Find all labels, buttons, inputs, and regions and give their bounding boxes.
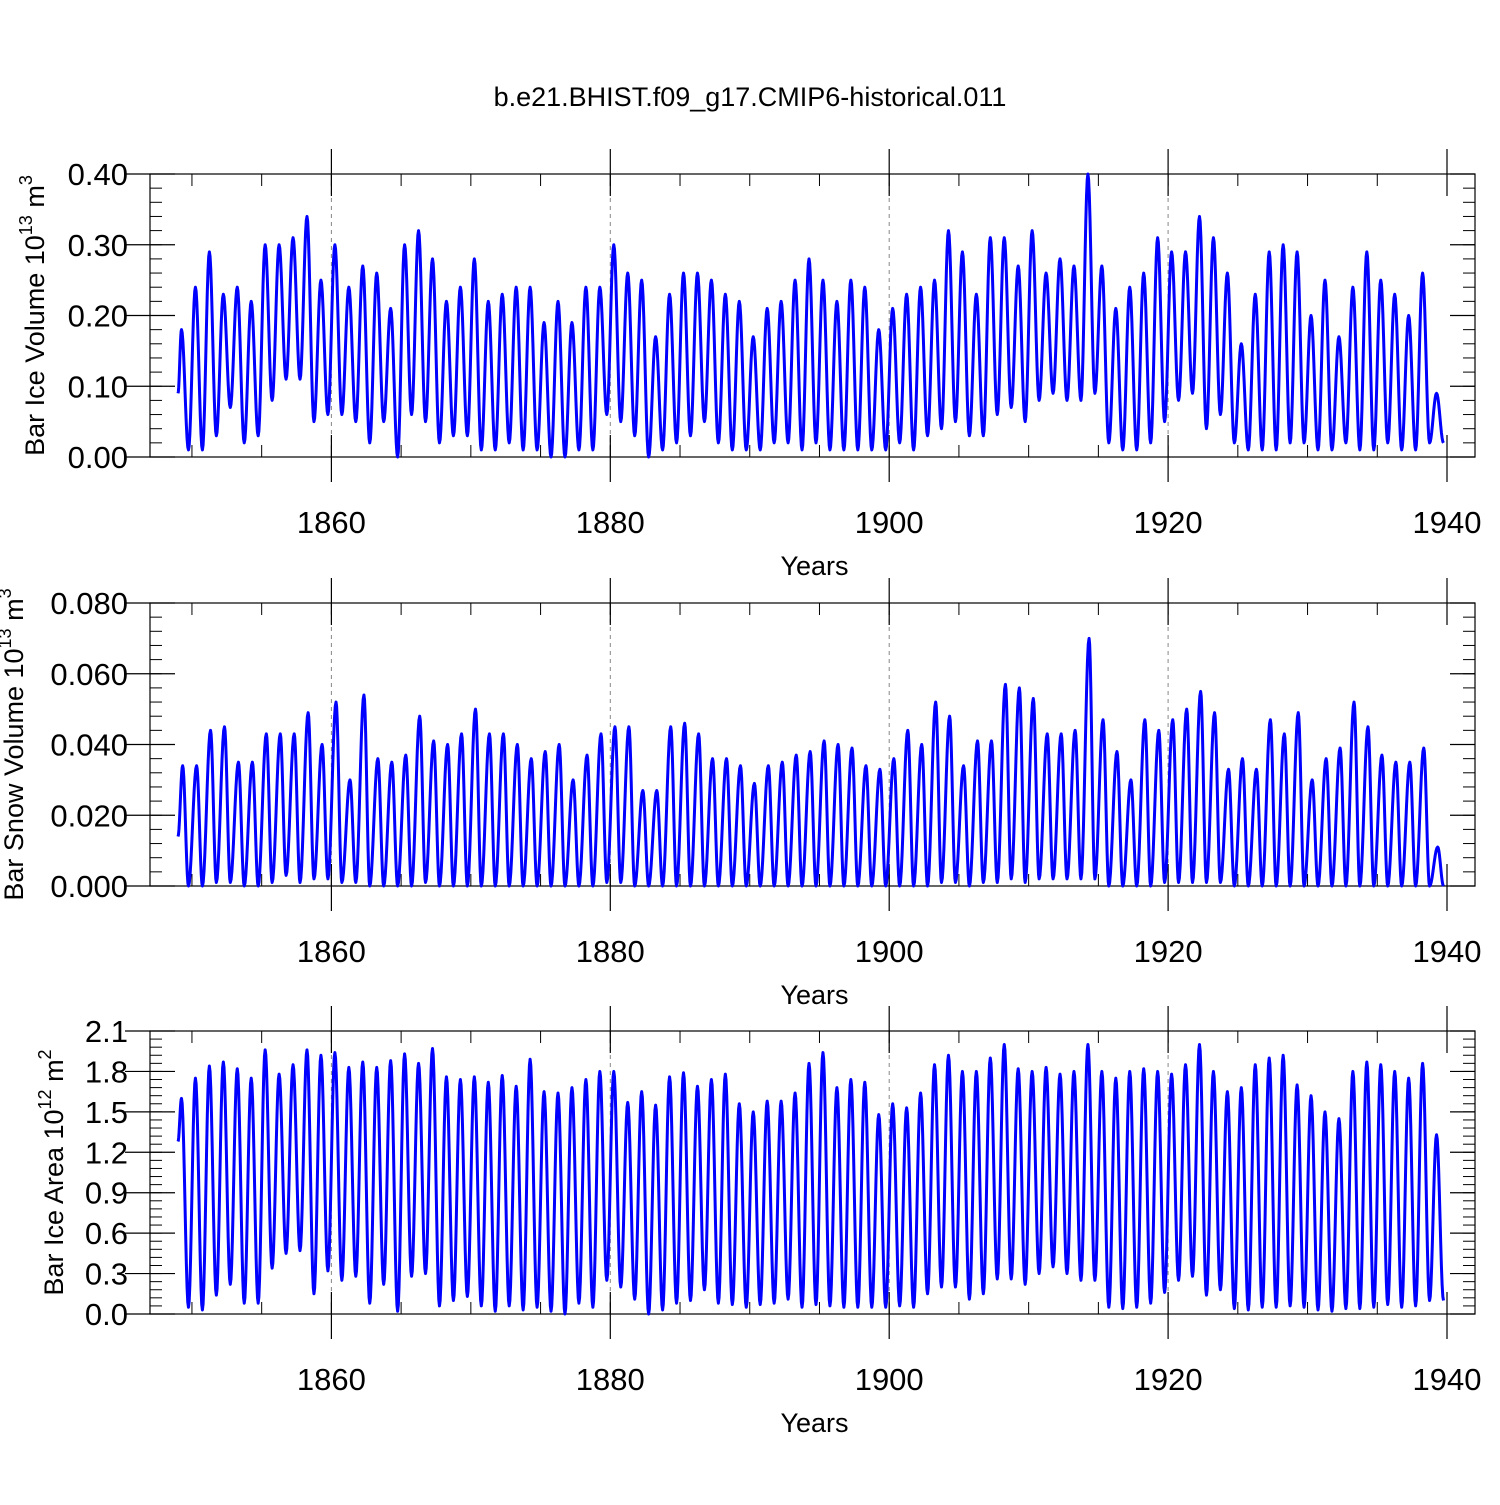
y-axis-label-exponent: 13 [0,628,15,648]
y-tick-label: 0.30 [68,228,128,263]
x-tick-label: 1880 [576,934,645,969]
y-axis-label: Bar Snow Volume 1013 m3 [0,588,29,900]
figure-title: b.e21.BHIST.f09_g17.CMIP6-historical.011 [493,82,1007,112]
x-tick-label: 1940 [1413,934,1482,969]
y-tick-label: 2.1 [85,1014,128,1049]
y-axis-label: Bar Ice Area 1012 m2 [35,1049,69,1295]
panel-2: 0.000 0.020 0.040 0.060 0.080 1860 1880 1900 192… [0,578,1481,1010]
y-tick-label: 0.9 [85,1176,128,1211]
x-tick-label: 1920 [1134,1362,1203,1397]
x-tick-label: 1940 [1413,1362,1482,1397]
y-axis-label-main: Bar Snow Volume 10 [0,648,29,900]
x-axis-label: Years [780,980,848,1010]
series-line-1-1 [176,172,1445,459]
y-axis-label-unit-exponent: 3 [16,175,36,185]
panel-3: 0.0 0.3 0.6 0.9 1.2 1.5 1.8 2.1 1860 1880 1900 1920… [35,1006,1481,1438]
y-tick-label: 1.5 [85,1095,128,1130]
plot-frame [149,1030,1476,1315]
y-axis-label-unit: m [0,598,29,628]
x-tick-label: 1920 [1134,505,1203,540]
x-tick-label: 1900 [855,1362,924,1397]
y-tick-label: 0.6 [85,1216,128,1251]
x-tick-label: 1860 [297,505,366,540]
x-axis-label: Years [780,1408,848,1438]
y-tick-label: 1.2 [85,1135,128,1170]
series-line-2-1 [176,636,1445,888]
y-tick-label: 0.00 [68,440,128,475]
y-tick-label: 0.060 [50,657,128,692]
series-line-3-1 [176,1042,1445,1316]
x-axis-label: Years [780,551,848,581]
y-tick-label: 0.0 [85,1297,128,1332]
y-axis-label-unit-exponent: 2 [35,1049,55,1059]
y-axis-label-main: Bar Ice Volume 10 [20,235,50,456]
x-tick-label: 1880 [576,1362,645,1397]
x-tick-label: 1900 [855,505,924,540]
y-tick-label: 0.3 [85,1257,128,1292]
plot-frame [149,173,1476,458]
x-tick-label: 1860 [297,1362,366,1397]
y-tick-label: 0.40 [68,157,128,192]
y-tick-label: 0.000 [50,869,128,904]
y-axis-label-unit-exponent: 3 [0,588,15,598]
y-axis-label: Bar Ice Volume 1013 m3 [16,175,50,456]
y-tick-label: 0.040 [50,728,128,763]
plot-frame [149,602,1476,887]
panel-1: 0.00 0.10 0.20 0.30 0.40 1860 1880 1900 1920 1940… [16,149,1481,581]
y-axis-label-unit: m [39,1059,69,1089]
y-tick-label: 0.10 [68,369,128,404]
y-axis-label-exponent: 13 [16,215,36,235]
y-tick-label: 0.020 [50,798,128,833]
y-axis-label-main: Bar Ice Area 10 [39,1109,69,1295]
y-axis-label-unit: m [20,185,50,215]
x-tick-label: 1880 [576,505,645,540]
y-tick-label: 1.8 [85,1054,128,1089]
x-tick-label: 1940 [1413,505,1482,540]
x-tick-label: 1860 [297,934,366,969]
y-tick-label: 0.20 [68,299,128,334]
y-axis-label-exponent: 12 [35,1089,55,1109]
x-tick-label: 1900 [855,934,924,969]
y-tick-label: 0.080 [50,586,128,621]
x-tick-label: 1920 [1134,934,1203,969]
